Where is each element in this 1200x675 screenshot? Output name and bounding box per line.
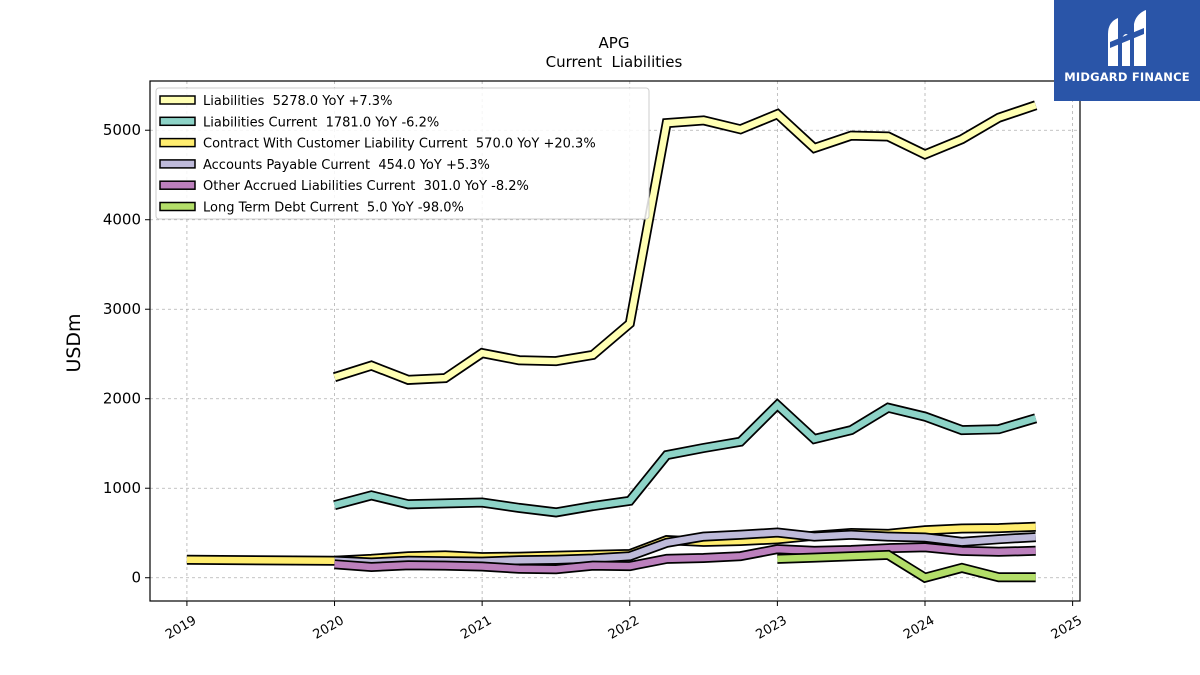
y-axis-label: USDm [63,313,85,372]
brand-name: MIDGARD FINANCE [1064,70,1190,84]
legend-label: Liabilities 5278.0 YoY +7.3% [203,94,392,109]
series-line [333,398,1038,518]
legend-swatch [159,116,196,127]
legend-swatch [159,159,196,169]
series-layer [186,100,1038,584]
y-tick-label: 3000 [103,300,141,318]
series-fill-line [333,102,1037,384]
chart-title: APG [599,34,630,52]
legend-label: Liabilities Current 1781.0 YoY -6.2% [203,115,439,130]
y-tick-label: 2000 [103,390,141,408]
series-line [333,100,1038,385]
legend-swatch [159,201,196,212]
x-tick-label: 2020 [311,613,347,643]
legend-swatch [159,95,196,105]
legend-label: Other Accrued Liabilities Current 301.0 … [203,179,529,194]
series-line [777,549,1036,584]
plot-frame [149,80,1081,602]
legend-swatch [159,137,196,148]
x-tick-label: 2019 [163,613,199,643]
y-tick-label: 4000 [103,211,141,229]
x-tick-label: 2022 [606,613,642,643]
x-tick-label: 2021 [458,613,494,643]
x-tick-label: 2023 [754,613,790,643]
y-tick-label: 1000 [103,479,141,497]
x-tick-label: 2024 [901,613,937,643]
brand-logo: MIDGARD FINANCE [1054,0,1200,101]
legend: Liabilities 5278.0 YoY +7.3% Liabilities … [155,87,650,220]
series-fill-line [334,544,1036,573]
y-tick-label: 5000 [103,121,141,139]
legend-box [155,87,650,220]
x-tick-label: 2025 [1049,613,1085,643]
legend-swatch [159,180,196,190]
legend-label: Contract With Customer Liability Current… [203,137,596,152]
legend-label: Long Term Debt Current 5.0 YoY -98.0% [203,201,464,216]
series-fill-line [777,551,1036,582]
series-line [334,542,1036,575]
chart-subtitle: Current Liabilities [546,53,683,71]
series-fill-line [333,400,1037,516]
y-tick-label: 0 [131,569,141,587]
legend-label: Accounts Payable Current 454.0 YoY +5.3% [203,158,490,173]
logo-mark-icon [1108,10,1146,66]
